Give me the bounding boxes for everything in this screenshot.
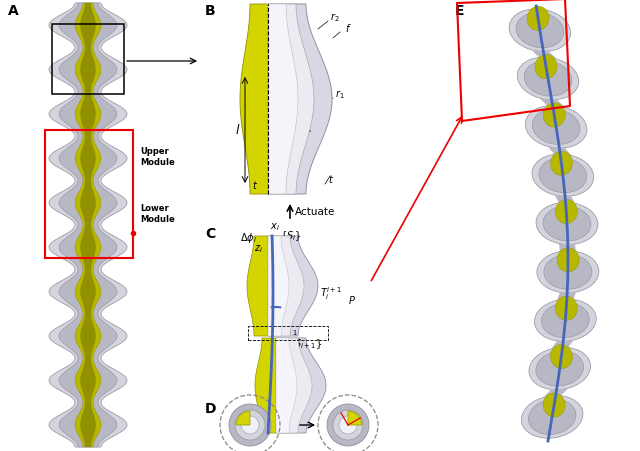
Circle shape <box>229 404 271 446</box>
Polygon shape <box>247 236 268 336</box>
Polygon shape <box>276 338 326 433</box>
Text: $\Delta\phi_i$: $\Delta\phi_i$ <box>240 230 257 244</box>
Text: E: E <box>455 4 465 18</box>
Polygon shape <box>555 196 575 204</box>
Polygon shape <box>268 236 289 336</box>
Text: $r_{ou}$: $r_{ou}$ <box>289 115 303 128</box>
Wedge shape <box>348 411 362 425</box>
Ellipse shape <box>516 14 564 49</box>
Text: $x_{i+1}$: $x_{i+1}$ <box>276 325 298 337</box>
Polygon shape <box>557 293 576 300</box>
Polygon shape <box>268 5 298 194</box>
Polygon shape <box>268 236 304 336</box>
Text: D: D <box>205 401 216 415</box>
Ellipse shape <box>524 62 572 97</box>
Ellipse shape <box>532 110 580 145</box>
Ellipse shape <box>544 255 592 290</box>
Text: $T_i^{i+1}$: $T_i^{i+1}$ <box>320 285 342 301</box>
Text: $t$: $t$ <box>328 173 334 184</box>
Text: Lower
Module: Lower Module <box>140 204 175 223</box>
Ellipse shape <box>543 207 591 241</box>
Text: $x_i$: $x_i$ <box>270 221 280 232</box>
Ellipse shape <box>528 399 576 434</box>
Polygon shape <box>559 244 576 252</box>
Ellipse shape <box>550 345 572 369</box>
Text: $\frac{l}{\theta}$: $\frac{l}{\theta}$ <box>296 272 303 294</box>
Ellipse shape <box>537 251 599 293</box>
Text: $l$: $l$ <box>236 123 241 137</box>
Text: $t$: $t$ <box>252 179 258 191</box>
Text: $\pi/2$: $\pi/2$ <box>241 403 256 414</box>
Wedge shape <box>236 411 250 425</box>
Text: $\Delta\Phi$: $\Delta\Phi$ <box>345 404 359 415</box>
Ellipse shape <box>522 396 583 438</box>
Polygon shape <box>276 338 297 433</box>
Text: $\{S_i\}$: $\{S_i\}$ <box>280 229 301 242</box>
Ellipse shape <box>517 58 579 101</box>
Polygon shape <box>268 5 314 194</box>
Polygon shape <box>548 148 571 156</box>
Text: A: A <box>8 4 19 18</box>
Text: $r_{in}$: $r_{in}$ <box>280 55 292 68</box>
Text: $r_2$: $r_2$ <box>330 11 340 24</box>
Circle shape <box>235 410 265 440</box>
Ellipse shape <box>557 248 579 272</box>
Text: $z_{i+1}$: $z_{i+1}$ <box>276 350 297 362</box>
Text: $r_1$: $r_1$ <box>335 88 344 101</box>
Polygon shape <box>255 338 276 433</box>
Ellipse shape <box>556 200 577 224</box>
Polygon shape <box>552 341 573 349</box>
Ellipse shape <box>527 7 549 31</box>
Ellipse shape <box>556 296 577 321</box>
Circle shape <box>339 416 357 434</box>
Polygon shape <box>59 4 117 447</box>
Text: $\{S_{i+1}\}$: $\{S_{i+1}\}$ <box>288 336 323 350</box>
Ellipse shape <box>534 299 596 341</box>
Polygon shape <box>540 100 564 107</box>
Ellipse shape <box>543 393 565 417</box>
Polygon shape <box>268 236 318 336</box>
Text: B: B <box>205 4 216 18</box>
Ellipse shape <box>541 303 589 338</box>
Polygon shape <box>532 51 556 59</box>
Text: Upper
Module: Upper Module <box>140 147 175 166</box>
Ellipse shape <box>543 104 565 128</box>
Bar <box>45 131 133 258</box>
Circle shape <box>327 404 369 446</box>
Polygon shape <box>544 389 568 396</box>
Ellipse shape <box>536 351 584 386</box>
Bar <box>248 326 328 340</box>
Polygon shape <box>240 5 268 194</box>
Ellipse shape <box>525 106 587 149</box>
Polygon shape <box>75 4 101 447</box>
Ellipse shape <box>532 155 594 197</box>
Ellipse shape <box>536 203 598 245</box>
Polygon shape <box>276 338 312 433</box>
Text: $P$: $P$ <box>348 293 356 305</box>
Polygon shape <box>268 5 332 194</box>
Text: Actuate: Actuate <box>295 207 335 216</box>
Text: C: C <box>205 226 215 240</box>
Ellipse shape <box>509 10 571 52</box>
Ellipse shape <box>529 347 591 390</box>
Polygon shape <box>49 4 127 447</box>
Ellipse shape <box>550 152 573 176</box>
Circle shape <box>333 410 363 440</box>
Polygon shape <box>80 4 96 447</box>
Bar <box>52 25 124 95</box>
Text: $z_i$: $z_i$ <box>254 243 263 254</box>
Ellipse shape <box>539 158 587 193</box>
Text: $f$: $f$ <box>345 22 351 34</box>
Ellipse shape <box>535 55 557 79</box>
Circle shape <box>241 416 259 434</box>
